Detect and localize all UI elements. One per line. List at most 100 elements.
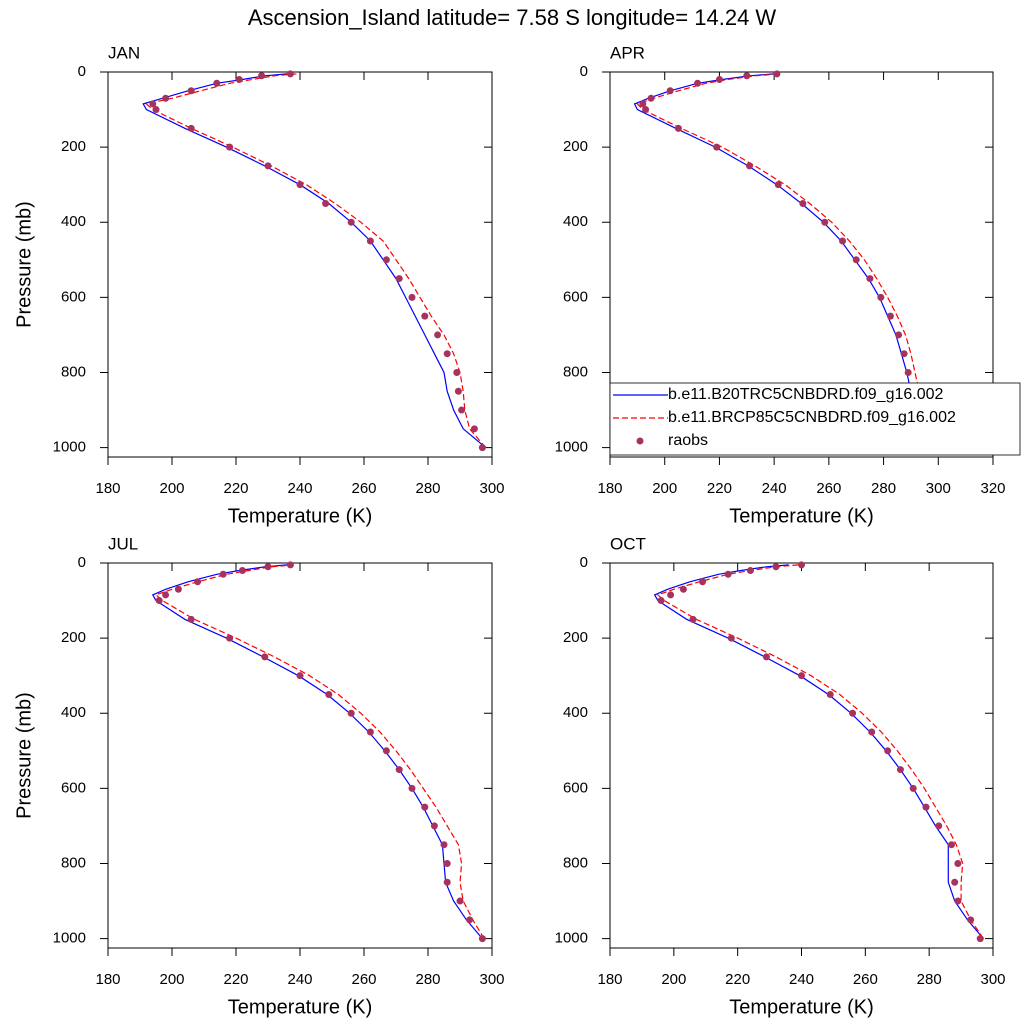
raob-point: [395, 275, 403, 283]
raob-point: [852, 256, 860, 264]
model-line: [656, 564, 984, 939]
y-tick-label: 400: [61, 704, 86, 721]
raob-point: [453, 368, 461, 376]
raob-point: [149, 100, 157, 108]
raob-point: [194, 578, 202, 586]
raob-point: [187, 615, 195, 623]
raob-point: [443, 878, 451, 886]
y-tick-label: 200: [61, 138, 86, 155]
raob-point: [443, 350, 451, 358]
x-tick-label: 220: [223, 971, 248, 988]
x-tick-label: 200: [652, 480, 677, 497]
x-tick-label: 300: [479, 971, 504, 988]
raob-point: [727, 634, 735, 642]
raob-point: [421, 312, 429, 320]
x-axis-label: Temperature (K): [729, 505, 874, 527]
raob-point: [187, 87, 195, 95]
raob-point: [466, 916, 474, 924]
y-tick-label: 400: [563, 704, 588, 721]
raob-point: [456, 897, 464, 905]
y-tick-label: 200: [563, 629, 588, 646]
raob-point: [772, 563, 780, 571]
raob-point: [884, 747, 892, 755]
figure-title: Ascension_Island latitude= 7.58 S longit…: [248, 5, 777, 30]
raob-point: [866, 275, 874, 283]
raob-point: [440, 841, 448, 849]
raob-point: [895, 331, 903, 339]
raob-point: [976, 935, 984, 943]
raob-point: [325, 690, 333, 698]
raob-point: [187, 124, 195, 132]
x-tick-label: 320: [980, 480, 1005, 497]
raob-point: [826, 690, 834, 698]
y-tick-label: 200: [61, 629, 86, 646]
raob-point: [746, 162, 754, 170]
y-tick-label: 800: [563, 363, 588, 380]
raob-point: [408, 293, 416, 301]
raob-point: [948, 841, 956, 849]
x-tick-label: 220: [707, 480, 732, 497]
x-tick-label: 240: [762, 480, 787, 497]
raob-point: [264, 162, 272, 170]
raob-point: [724, 570, 732, 578]
model-line: [653, 564, 984, 939]
x-tick-label: 280: [415, 480, 440, 497]
raob-point: [868, 728, 876, 736]
raob-point: [674, 124, 682, 132]
raob-point: [366, 728, 374, 736]
raob-point: [900, 350, 908, 358]
y-tick-label: 600: [61, 779, 86, 796]
y-tick-label: 800: [563, 854, 588, 871]
y-tick-label: 800: [61, 363, 86, 380]
plot-frame: [107, 562, 493, 949]
panel-title: JAN: [108, 43, 140, 62]
raob-point: [773, 70, 781, 78]
x-tick-label: 260: [351, 971, 376, 988]
legend-box: [609, 382, 1021, 456]
y-tick-label: 1000: [555, 930, 588, 947]
raob-point: [238, 567, 246, 575]
raob-point: [155, 597, 163, 605]
x-tick-label: 200: [159, 971, 184, 988]
raob-point: [235, 76, 243, 84]
x-axis-label: Temperature (K): [729, 996, 874, 1018]
raob-point: [909, 784, 917, 792]
model-line: [142, 73, 486, 449]
model-line: [145, 73, 487, 448]
raob-point: [458, 406, 466, 414]
x-tick-label: 300: [926, 480, 951, 497]
y-tick-label: 0: [78, 554, 86, 571]
raob-point: [904, 368, 912, 376]
raob-point: [967, 916, 975, 924]
raob-point: [774, 181, 782, 189]
y-tick-label: 1000: [53, 930, 86, 947]
raob-point: [713, 143, 721, 151]
x-tick-label: 180: [597, 971, 622, 988]
raob-point: [286, 70, 294, 78]
x-tick-label: 300: [980, 971, 1005, 988]
raob-point: [877, 293, 885, 301]
y-tick-label: 0: [580, 554, 588, 571]
raob-point: [839, 237, 847, 245]
raob-point: [162, 591, 170, 599]
panel-title: JUL: [108, 534, 138, 553]
x-tick-label: 280: [917, 971, 942, 988]
raob-point: [454, 387, 462, 395]
raob-point: [699, 578, 707, 586]
raob-point: [762, 653, 770, 661]
raob-point: [421, 803, 429, 811]
raob-point: [666, 87, 674, 95]
y-tick-label: 200: [563, 138, 588, 155]
raob-point: [296, 672, 304, 680]
raob-point: [152, 106, 160, 114]
legend-label: b.e11.BRCP85C5CNBDRD.f09_g16.002: [668, 409, 956, 426]
x-tick-label: 260: [853, 971, 878, 988]
raob-point: [694, 79, 702, 87]
x-axis-label: Temperature (K): [228, 505, 373, 527]
y-tick-label: 400: [61, 213, 86, 230]
raob-point: [347, 218, 355, 226]
raob-point: [896, 766, 904, 774]
plot-frame: [609, 71, 994, 458]
raob-point: [395, 766, 403, 774]
raob-point: [366, 237, 374, 245]
